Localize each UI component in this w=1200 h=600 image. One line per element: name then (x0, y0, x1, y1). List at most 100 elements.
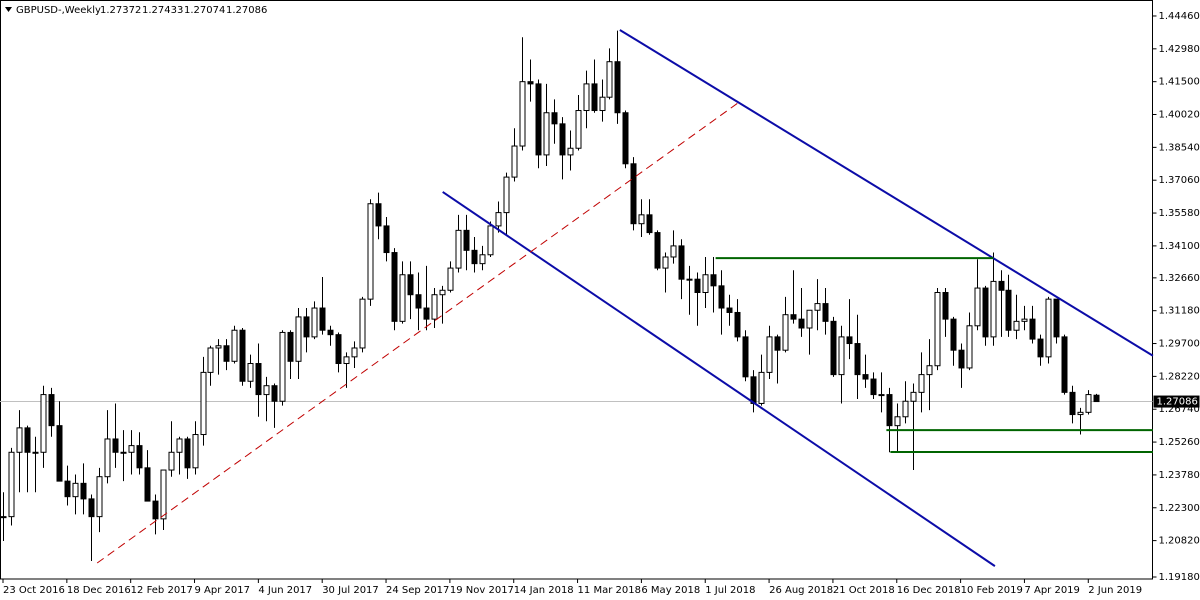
candle-body (439, 289, 446, 296)
candle-body (511, 145, 518, 178)
candle-body (375, 203, 382, 227)
candle-body (1077, 411, 1084, 416)
candle-body (239, 329, 246, 382)
candle-body (1093, 394, 1100, 403)
candle-body (790, 314, 797, 320)
candle-body (415, 294, 422, 309)
candle-body (966, 325, 973, 369)
y-tick-label: 1.32660 (1159, 273, 1200, 284)
candle-body (934, 291, 941, 367)
candle-body (702, 274, 709, 293)
y-tick-label: 1.31180 (1159, 306, 1200, 317)
candle-body (200, 371, 207, 436)
y-tick-label: 1.40020 (1159, 110, 1200, 121)
candle-body (64, 480, 71, 498)
candle-body (958, 349, 965, 369)
candle-body (112, 438, 119, 453)
candle-body (734, 311, 741, 338)
x-tick-label: 4 Jun 2017 (258, 585, 312, 596)
ohlc-close: 1.27086 (226, 5, 267, 16)
y-tick-label: 1.29700 (1159, 339, 1200, 350)
y-tick-label: 1.28220 (1159, 371, 1200, 382)
candle-body (48, 394, 55, 427)
candle-body (455, 229, 462, 269)
menu-triangle[interactable] (5, 7, 12, 12)
candle-body (279, 331, 286, 402)
x-tick-label: 10 Feb 2019 (961, 585, 1023, 596)
candle-body (295, 316, 302, 362)
candle-body (606, 61, 613, 98)
candle-body (263, 385, 270, 396)
x-tick-label: 21 Oct 2018 (833, 585, 895, 596)
candle-body (750, 376, 757, 404)
candle-body (974, 287, 981, 327)
candle-body (1053, 298, 1060, 338)
y-tick-label: 1.42980 (1159, 44, 1200, 55)
candle-body (551, 112, 558, 125)
candle-body (535, 83, 542, 156)
candle-body (918, 374, 925, 393)
candle-body (806, 309, 813, 329)
candle-body (431, 294, 438, 320)
trend-line (442, 191, 996, 567)
candle-body (630, 163, 637, 225)
candle-body (766, 336, 773, 373)
y-tick-label: 1.35580 (1159, 208, 1200, 219)
x-tick-label: 12 Feb 2017 (131, 585, 193, 596)
candle-body (950, 318, 957, 351)
x-tick-label: 7 Apr 2019 (1024, 585, 1079, 596)
candle-body (814, 303, 821, 311)
candle-body (120, 451, 127, 454)
candle-body (942, 291, 949, 320)
candle-body (758, 371, 765, 404)
candle-body (40, 394, 47, 453)
candle-body (88, 498, 95, 518)
candle-body (774, 336, 781, 351)
candle-body (16, 427, 23, 453)
candle-body (575, 110, 582, 149)
candle-body (838, 336, 845, 376)
candle-body (910, 391, 917, 402)
candle-body (319, 307, 326, 331)
candle-body (1005, 289, 1012, 331)
y-tick-label: 1.25260 (1159, 437, 1200, 448)
candle-body (335, 334, 342, 365)
candle-body (862, 374, 869, 380)
candle-body (487, 225, 494, 256)
candle-body (878, 394, 885, 397)
candle-body (176, 438, 183, 453)
candle-body (207, 347, 214, 373)
candle-body (742, 336, 749, 378)
candle-body (503, 176, 510, 214)
candle-body (96, 476, 103, 518)
candle-body (231, 329, 238, 362)
candle-body (1029, 318, 1036, 340)
trend-line (96, 102, 739, 564)
candle-body (168, 451, 175, 471)
candle-body (694, 278, 701, 293)
candle-body (718, 285, 725, 309)
x-tick-label: 11 Mar 2018 (578, 585, 641, 596)
candle-body (1021, 318, 1028, 322)
candle-body (128, 445, 135, 453)
candle-body (311, 307, 318, 338)
chart-title: GBPUSD-,Weekly (16, 5, 101, 16)
candle-body (926, 365, 933, 376)
candle-body (8, 451, 15, 518)
candle-body (351, 347, 358, 358)
y-tick-label: 1.23780 (1159, 470, 1200, 481)
x-tick-label: 6 May 2018 (641, 585, 700, 596)
y-tick-label: 1.38540 (1159, 142, 1200, 153)
candle-body (543, 112, 550, 156)
candle-body (383, 225, 390, 254)
candle-body (32, 451, 39, 454)
candle-body (1045, 298, 1052, 358)
candle-body (495, 212, 502, 227)
candle-body (104, 438, 111, 478)
candle-body (144, 467, 151, 502)
ohlc-open: 1.27372 (100, 5, 141, 16)
candle-body (463, 229, 470, 251)
candle-body (72, 482, 79, 498)
